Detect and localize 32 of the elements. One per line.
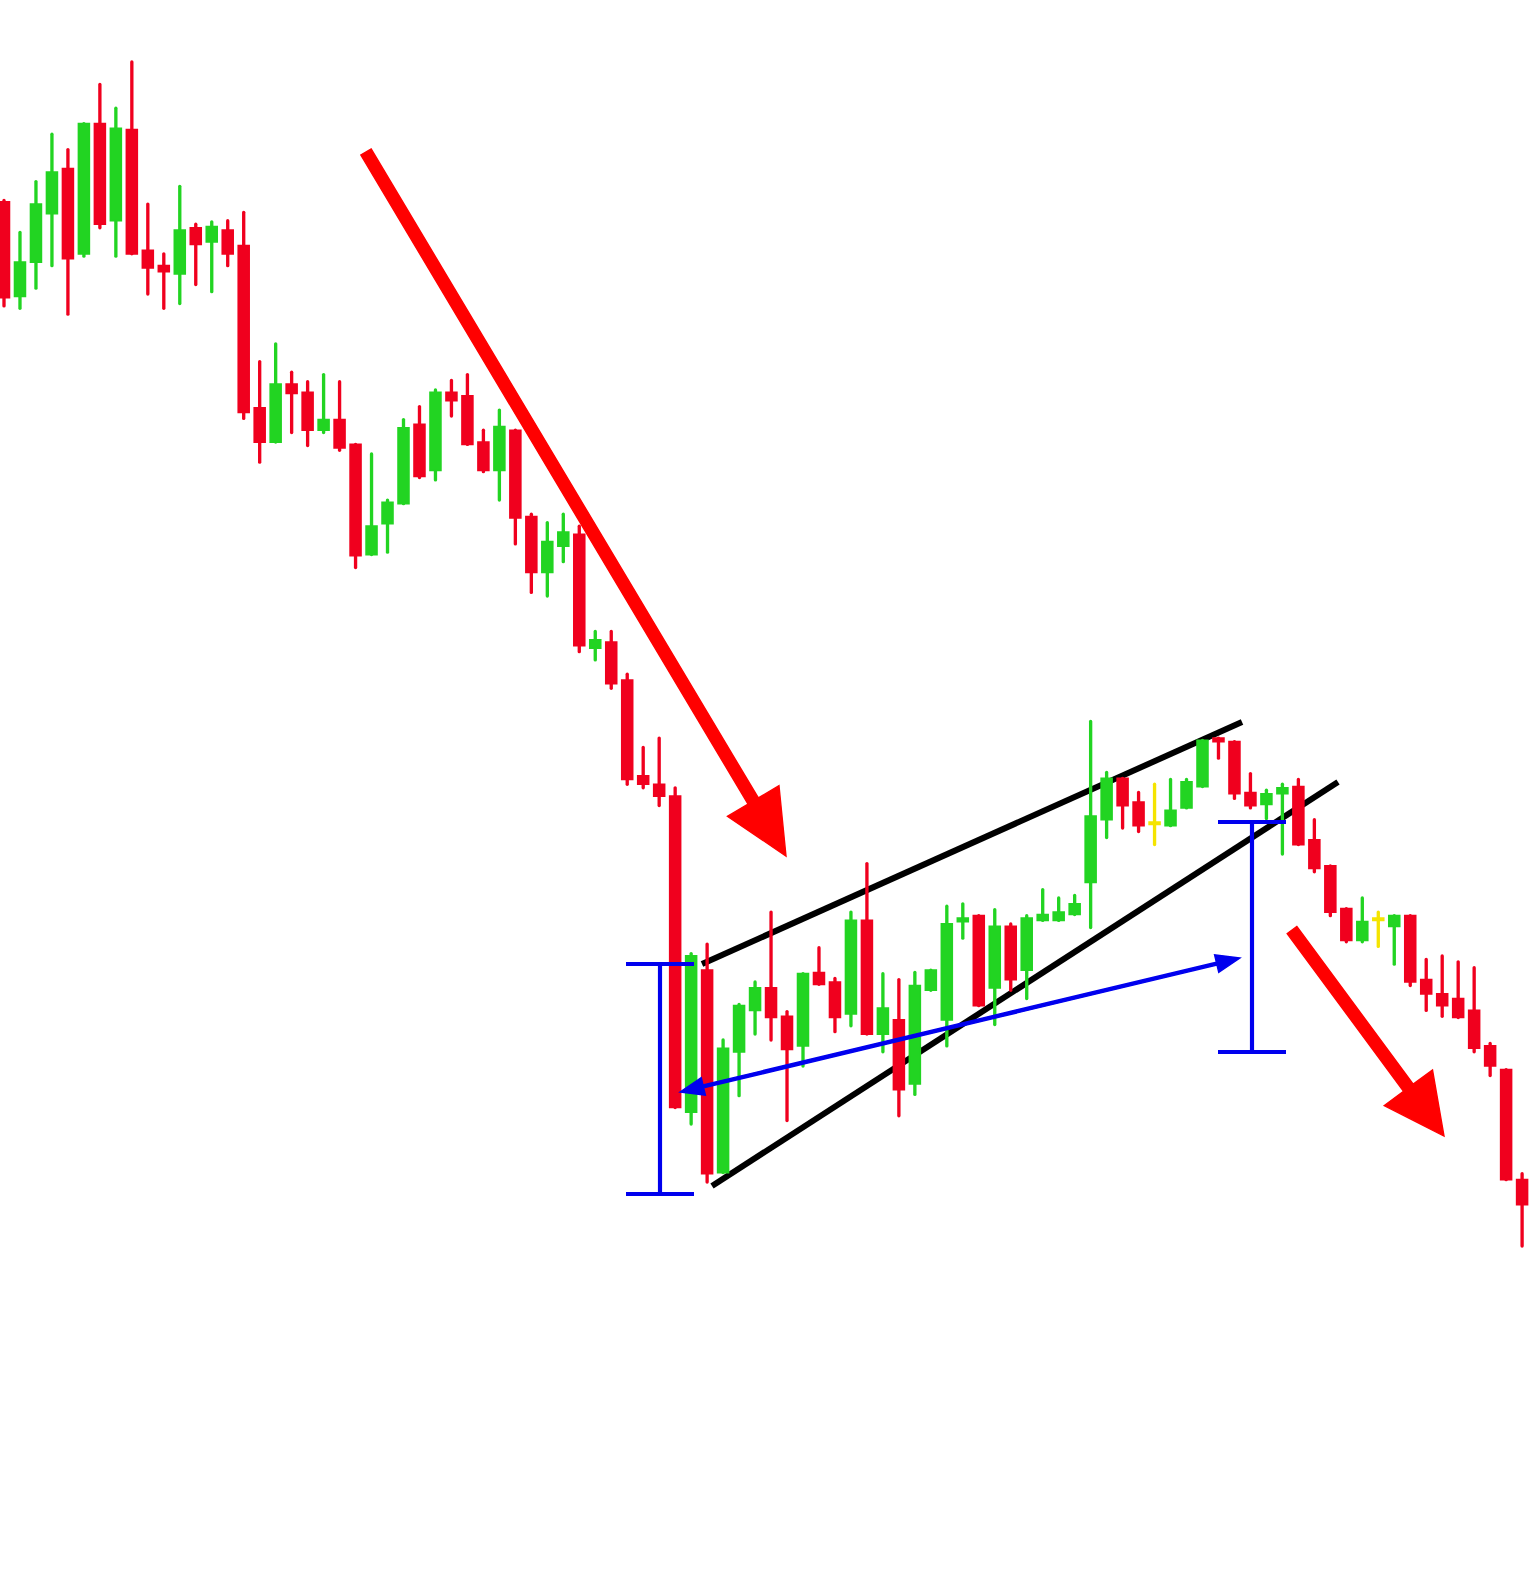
candlestick [1148,782,1161,847]
candlestick [1435,954,1449,1018]
candlestick [1467,966,1481,1054]
candlestick [1483,1041,1497,1078]
candlestick [141,202,155,296]
candlestick [1372,910,1385,949]
candlestick [205,220,219,294]
candlestick [189,222,203,287]
candlestick [812,945,826,987]
candlestick [956,902,970,940]
candlestick [157,252,171,310]
candlestick [748,980,762,1036]
candlestick [1356,896,1369,944]
candlestick [1164,777,1177,828]
candlestick [365,452,378,557]
candlestick [13,230,27,310]
candlestick [876,972,890,1054]
candlestick [636,745,650,790]
candlestick [652,736,666,808]
candlestick [1515,1172,1529,1248]
candlestick [732,1002,746,1098]
candlestick [173,184,187,306]
candlestick [924,968,938,992]
candlestick [493,408,506,502]
candlestick [780,1009,794,1123]
candlestick [1387,913,1401,966]
candlestick [317,372,330,435]
candlestick [764,910,778,1042]
candlestick [828,976,842,1034]
candlestick [588,629,602,662]
candlestick [1451,960,1465,1020]
candlestick [45,132,59,268]
